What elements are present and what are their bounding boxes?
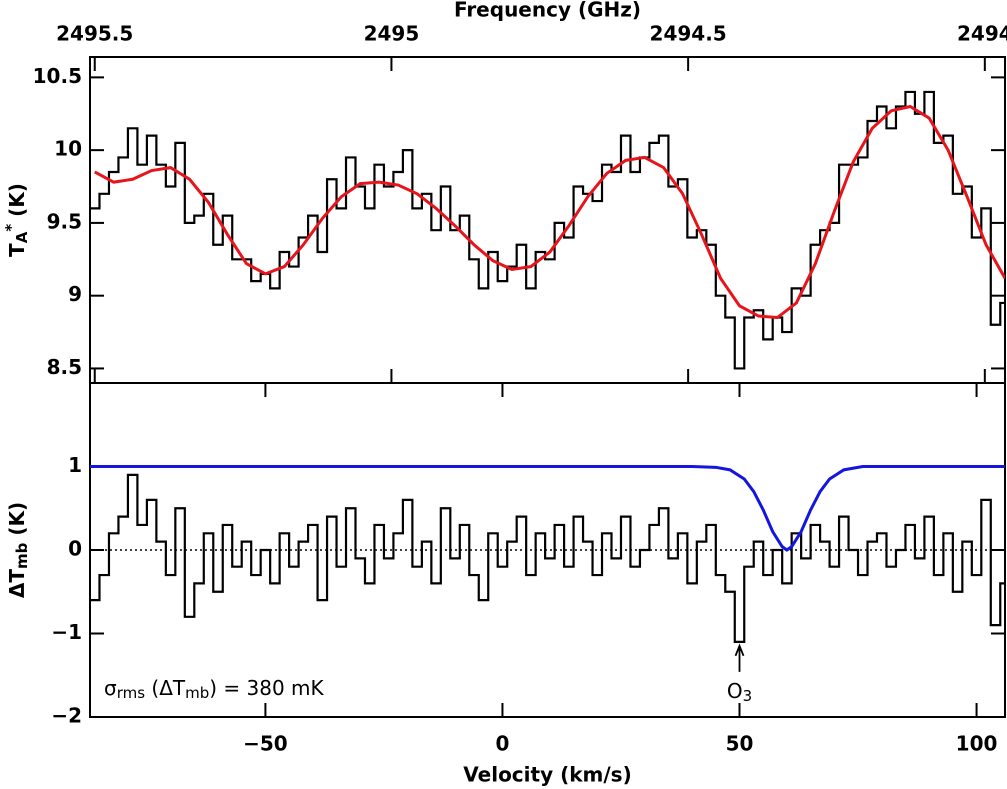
annotation: σrms (ΔTmb) = 380 mK (104, 676, 325, 703)
y-tick-label: −1 (51, 620, 82, 644)
model-curve (90, 465, 1005, 552)
text-part: (K) (5, 183, 29, 224)
model-curve (94, 104, 1005, 320)
annotation-arrow (734, 643, 745, 672)
text-part: rms (117, 684, 146, 702)
text-part: mb (185, 684, 209, 702)
x2-tick-label: 2494 (957, 22, 1007, 46)
text-part: 3 (743, 687, 753, 705)
y-tick-label: 9 (68, 282, 82, 306)
text-part: T (5, 243, 29, 257)
y-tick-label: 8.5 (47, 355, 82, 379)
text-part: * (2, 224, 20, 232)
y-tick-label: 0 (68, 537, 82, 561)
y-tick-label: 9.5 (47, 209, 82, 233)
y-axis-label: TA* (K) (2, 183, 31, 257)
text-part: ΔT (5, 569, 29, 598)
text-part: mb (13, 542, 31, 569)
plot-frame (89, 56, 1006, 384)
x2-axis-label: Frequency (GHz) (454, 0, 641, 22)
spectrum (90, 90, 1005, 370)
text-part: ) = 380 mK (209, 676, 324, 700)
x-axis-label: Velocity (km/s) (463, 763, 631, 787)
text-part: O (727, 678, 743, 702)
x-tick-label: 100 (956, 732, 998, 756)
y-tick-label: 1 (68, 453, 82, 477)
y-tick-label: 10.5 (33, 64, 82, 88)
text-part: σ (104, 676, 117, 700)
y-axis-label: ΔTmb (K) (5, 502, 32, 598)
x-tick-label: 0 (496, 732, 510, 756)
x-tick-label: 50 (726, 732, 754, 756)
annotation: O3 (727, 678, 752, 705)
text-part: (K) (5, 502, 29, 543)
y-tick-label: 10 (54, 137, 82, 161)
spectrum (90, 473, 1005, 643)
x-tick-label: −50 (243, 732, 288, 756)
text-part: A (13, 231, 31, 243)
x2-tick-label: 2494.5 (650, 22, 727, 46)
text-part: (ΔT (145, 676, 186, 700)
x2-tick-label: 2495.5 (56, 22, 133, 46)
y-tick-label: −2 (51, 704, 82, 728)
x2-tick-label: 2495 (364, 22, 420, 46)
